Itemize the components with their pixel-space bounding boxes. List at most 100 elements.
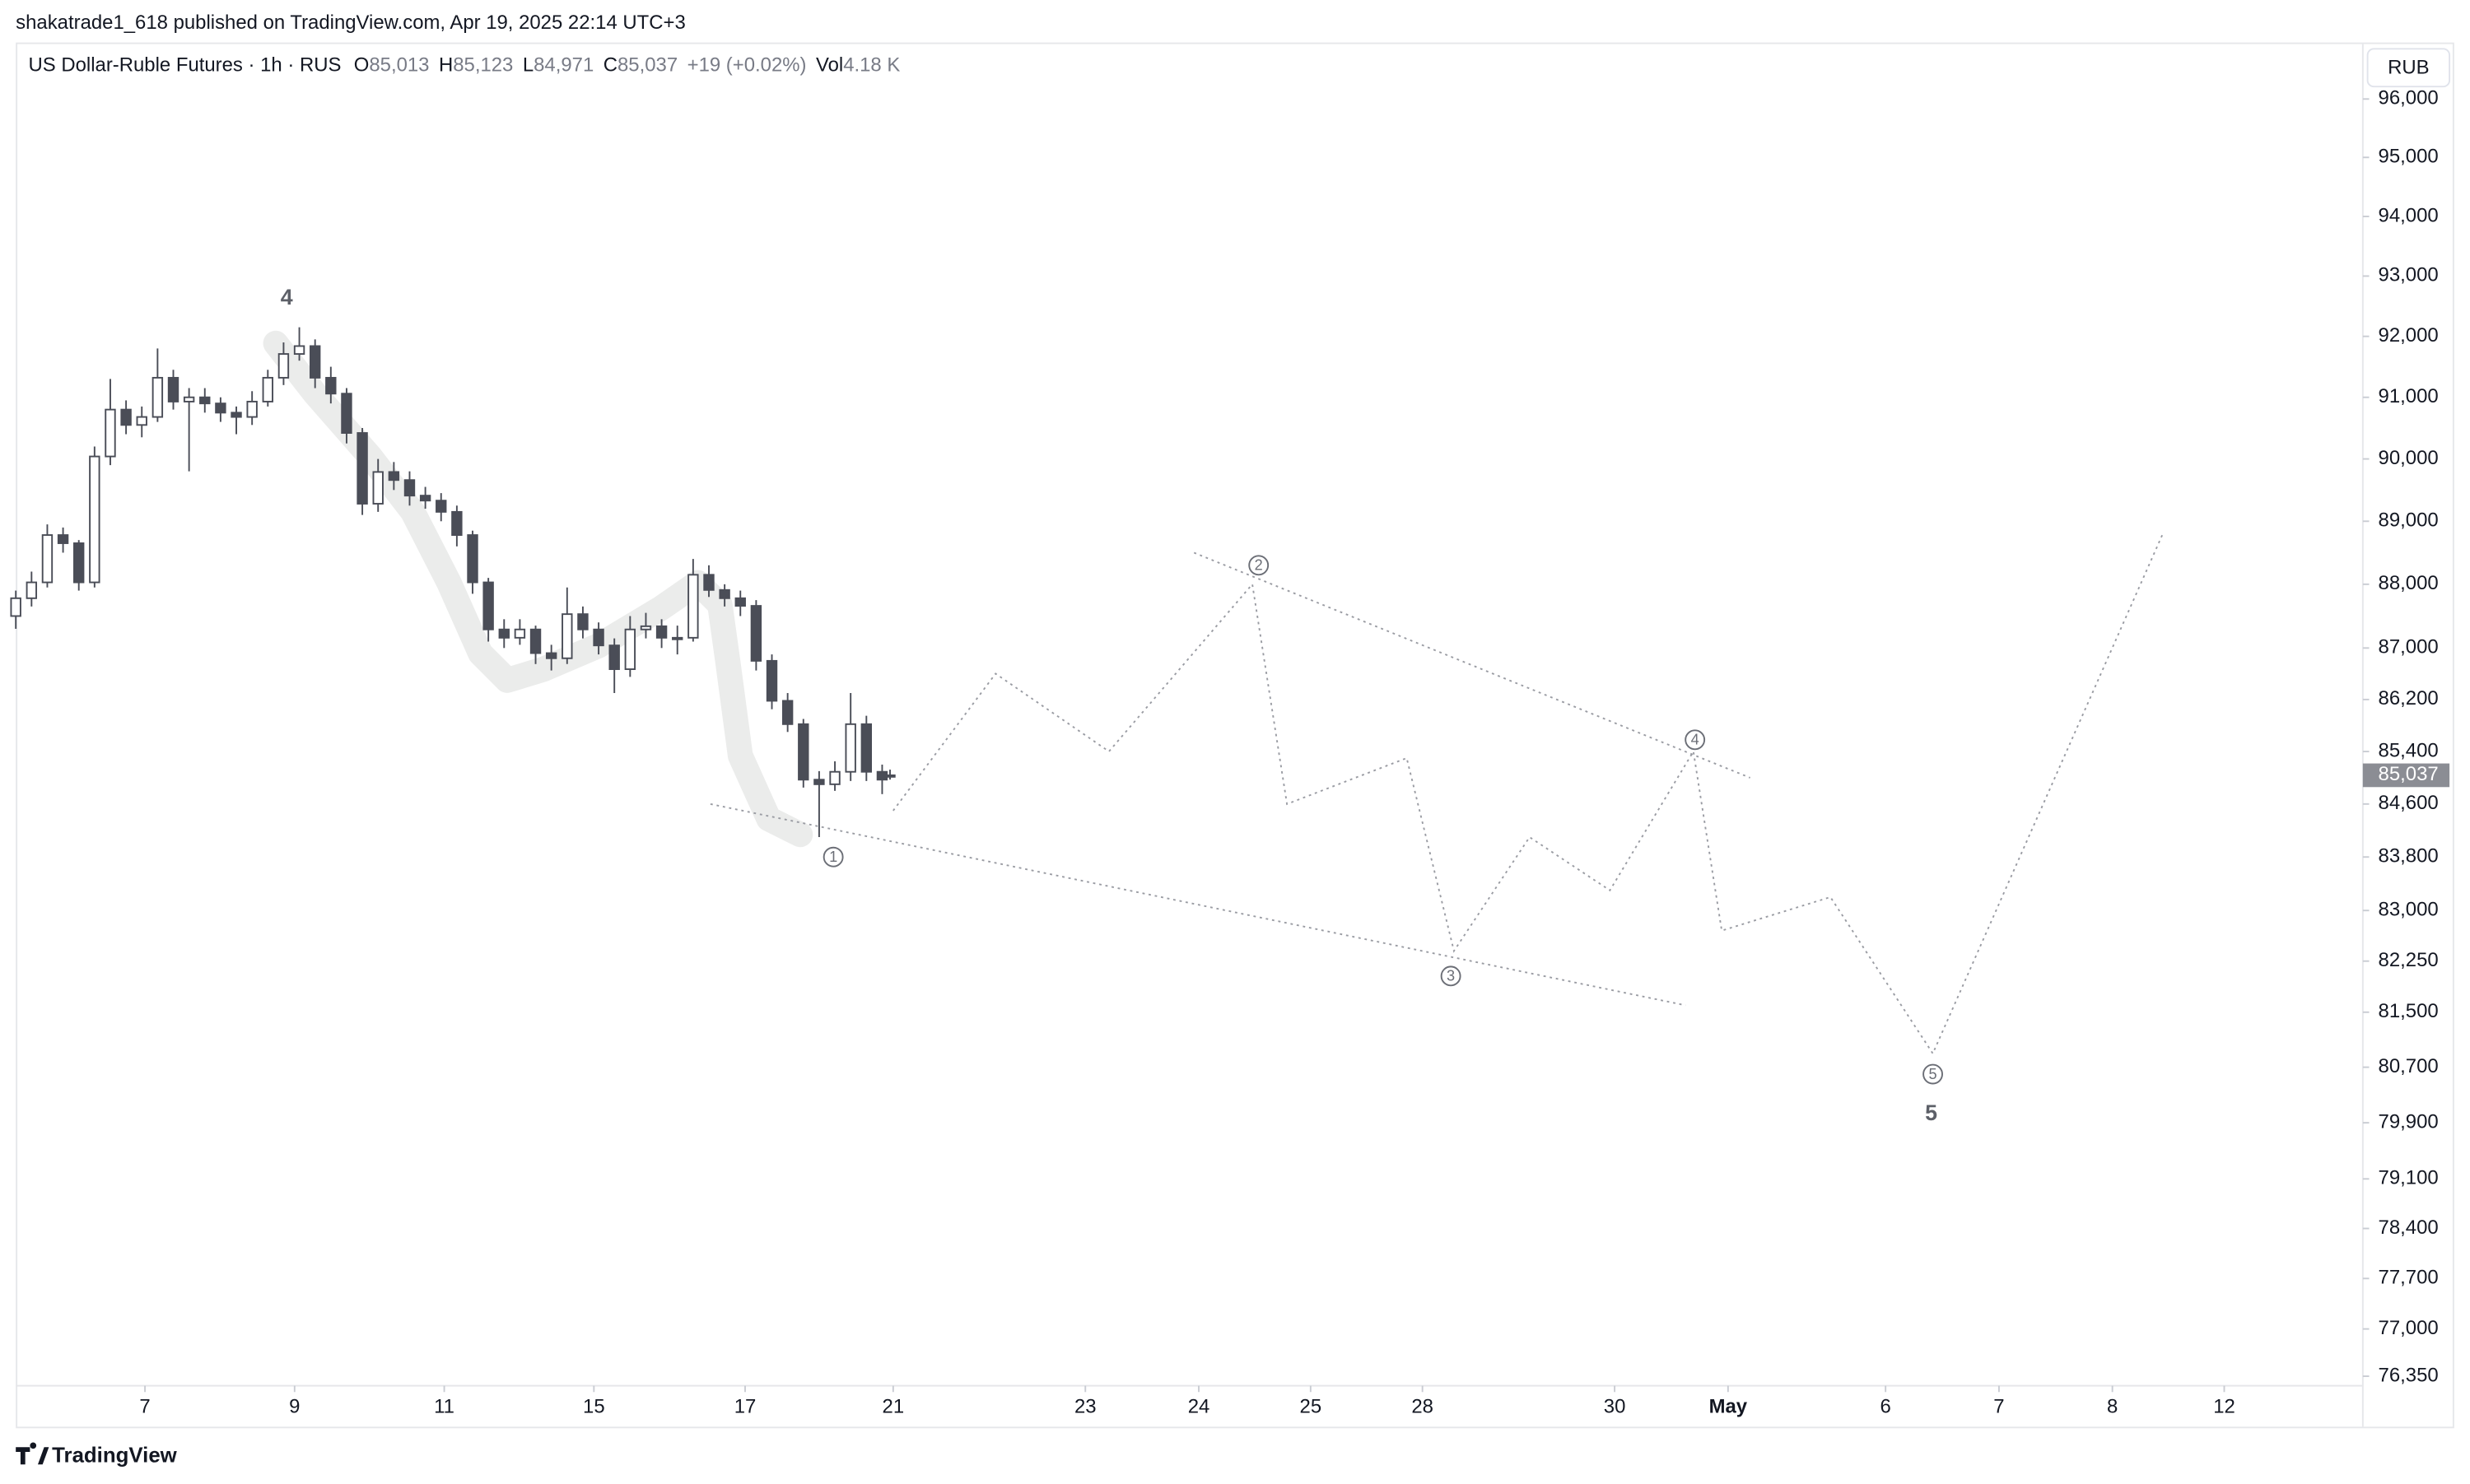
y-tick-label: 87,000 xyxy=(2379,636,2439,658)
candle-body xyxy=(813,779,825,785)
x-tick-label: 21 xyxy=(883,1396,905,1418)
footer-logo: TradingView xyxy=(16,1442,178,1468)
candle-body xyxy=(419,495,431,502)
button-frame[interactable] xyxy=(2366,48,2451,88)
candle-body xyxy=(845,723,856,773)
x-tick-label: 25 xyxy=(1300,1396,1322,1418)
candle-body xyxy=(246,400,258,418)
candle-body xyxy=(734,597,746,607)
candle-body xyxy=(860,723,873,773)
wave-label: 2 xyxy=(1255,557,1263,574)
candle-body xyxy=(372,471,384,505)
candle-body xyxy=(10,597,21,617)
candle-body xyxy=(277,353,290,379)
legend-value: 85,123 xyxy=(453,54,513,77)
candle-body xyxy=(388,471,400,481)
candle-body xyxy=(451,510,463,537)
x-tick-label: 9 xyxy=(289,1396,300,1418)
wave-path xyxy=(892,533,2164,1055)
y-tick-label: 78,400 xyxy=(2379,1217,2439,1239)
candle-body xyxy=(608,644,620,671)
legend-change: +19 (+0.02%) xyxy=(687,54,807,77)
y-tick-label: 76,350 xyxy=(2379,1364,2439,1386)
legend-key: C xyxy=(604,54,618,77)
candle-body xyxy=(750,605,762,662)
wave-label-circle xyxy=(823,846,844,868)
legend-volume-key: Vol xyxy=(816,54,843,77)
y-tick-label: 83,800 xyxy=(2379,845,2439,868)
candle-body xyxy=(357,432,368,505)
x-tick-label: 15 xyxy=(583,1396,605,1418)
chart-frame xyxy=(16,42,2454,1429)
candle-body xyxy=(482,581,494,630)
publish-header: shakatrade1_618 published on TradingView… xyxy=(16,12,686,34)
y-tick-label: 95,000 xyxy=(2379,146,2439,168)
candle-body xyxy=(403,479,416,497)
y-tick-label: 85,400 xyxy=(2379,739,2439,761)
candle-body xyxy=(341,393,352,434)
candle-body xyxy=(167,376,179,402)
trend-line xyxy=(710,802,1686,1007)
candle-body xyxy=(640,625,652,630)
wave-label-circle xyxy=(1685,729,1706,751)
x-tick-label: 8 xyxy=(2107,1396,2118,1418)
candle-body xyxy=(57,534,69,544)
candle-body xyxy=(687,574,699,639)
last-price-tag xyxy=(2362,763,2450,788)
y-tick-label: 91,000 xyxy=(2379,385,2439,407)
candle-body xyxy=(719,588,730,599)
wave-label: 5 xyxy=(1928,1066,1936,1082)
legend-value: 84,971 xyxy=(534,54,594,77)
wave-degree-label: 5 xyxy=(1925,1100,1937,1125)
wave-label: 3 xyxy=(1447,968,1455,984)
y-tick-label: 92,000 xyxy=(2379,324,2439,347)
y-tick-label: 88,000 xyxy=(2379,572,2439,594)
y-tick-label: 82,250 xyxy=(2379,949,2439,971)
candle-body xyxy=(120,408,132,426)
currency-button[interactable]: RUB xyxy=(2366,48,2451,88)
candle-body xyxy=(655,625,668,639)
candle-body xyxy=(514,628,526,639)
wave-label: 4 xyxy=(1691,732,1699,748)
candle-body xyxy=(593,628,604,647)
y-tick-label: 79,100 xyxy=(2379,1167,2439,1189)
candle-body xyxy=(529,628,542,654)
legend-symbol: US Dollar-Ruble Futures · 1h · RUS xyxy=(28,54,341,77)
x-tick-label: 12 xyxy=(2213,1396,2235,1418)
y-tick-label: 96,000 xyxy=(2379,87,2439,109)
y-tick-label: 94,000 xyxy=(2379,204,2439,226)
candle-body xyxy=(73,542,85,584)
trend-line xyxy=(1193,551,1750,779)
legend-key: O xyxy=(354,54,370,77)
candle-body xyxy=(151,376,164,418)
candle-body xyxy=(26,581,38,599)
candle-body xyxy=(672,636,683,640)
candle-body xyxy=(798,723,809,781)
candle-body xyxy=(545,652,557,659)
candle-body xyxy=(309,345,321,379)
candle-body xyxy=(105,408,116,458)
candle-body xyxy=(136,416,147,426)
y-tick-label: 93,000 xyxy=(2379,264,2439,286)
legend: US Dollar-Ruble Futures · 1h · RUS O85,01… xyxy=(28,54,900,77)
legend-value: 85,037 xyxy=(618,54,678,77)
wave-label-circle xyxy=(1922,1063,1943,1085)
wave-degree-label: 4 xyxy=(281,285,293,309)
x-tick-label: 11 xyxy=(434,1396,454,1418)
candle-body xyxy=(884,774,896,778)
candle-body xyxy=(766,659,778,702)
x-tick-label: 23 xyxy=(1074,1396,1097,1418)
candle-body xyxy=(199,396,211,405)
button-label[interactable]: RUB xyxy=(2388,57,2429,79)
logo-text: TradingView xyxy=(52,1444,177,1468)
y-tick-label: 86,200 xyxy=(2379,687,2439,709)
y-tick-label: 83,000 xyxy=(2379,899,2439,921)
y-tick-label: 84,600 xyxy=(2379,792,2439,814)
x-tick-label: 7 xyxy=(139,1396,150,1418)
y-tick-label: 89,000 xyxy=(2379,509,2439,532)
candle-body xyxy=(262,376,273,402)
x-tick-label: 7 xyxy=(1993,1396,2004,1418)
